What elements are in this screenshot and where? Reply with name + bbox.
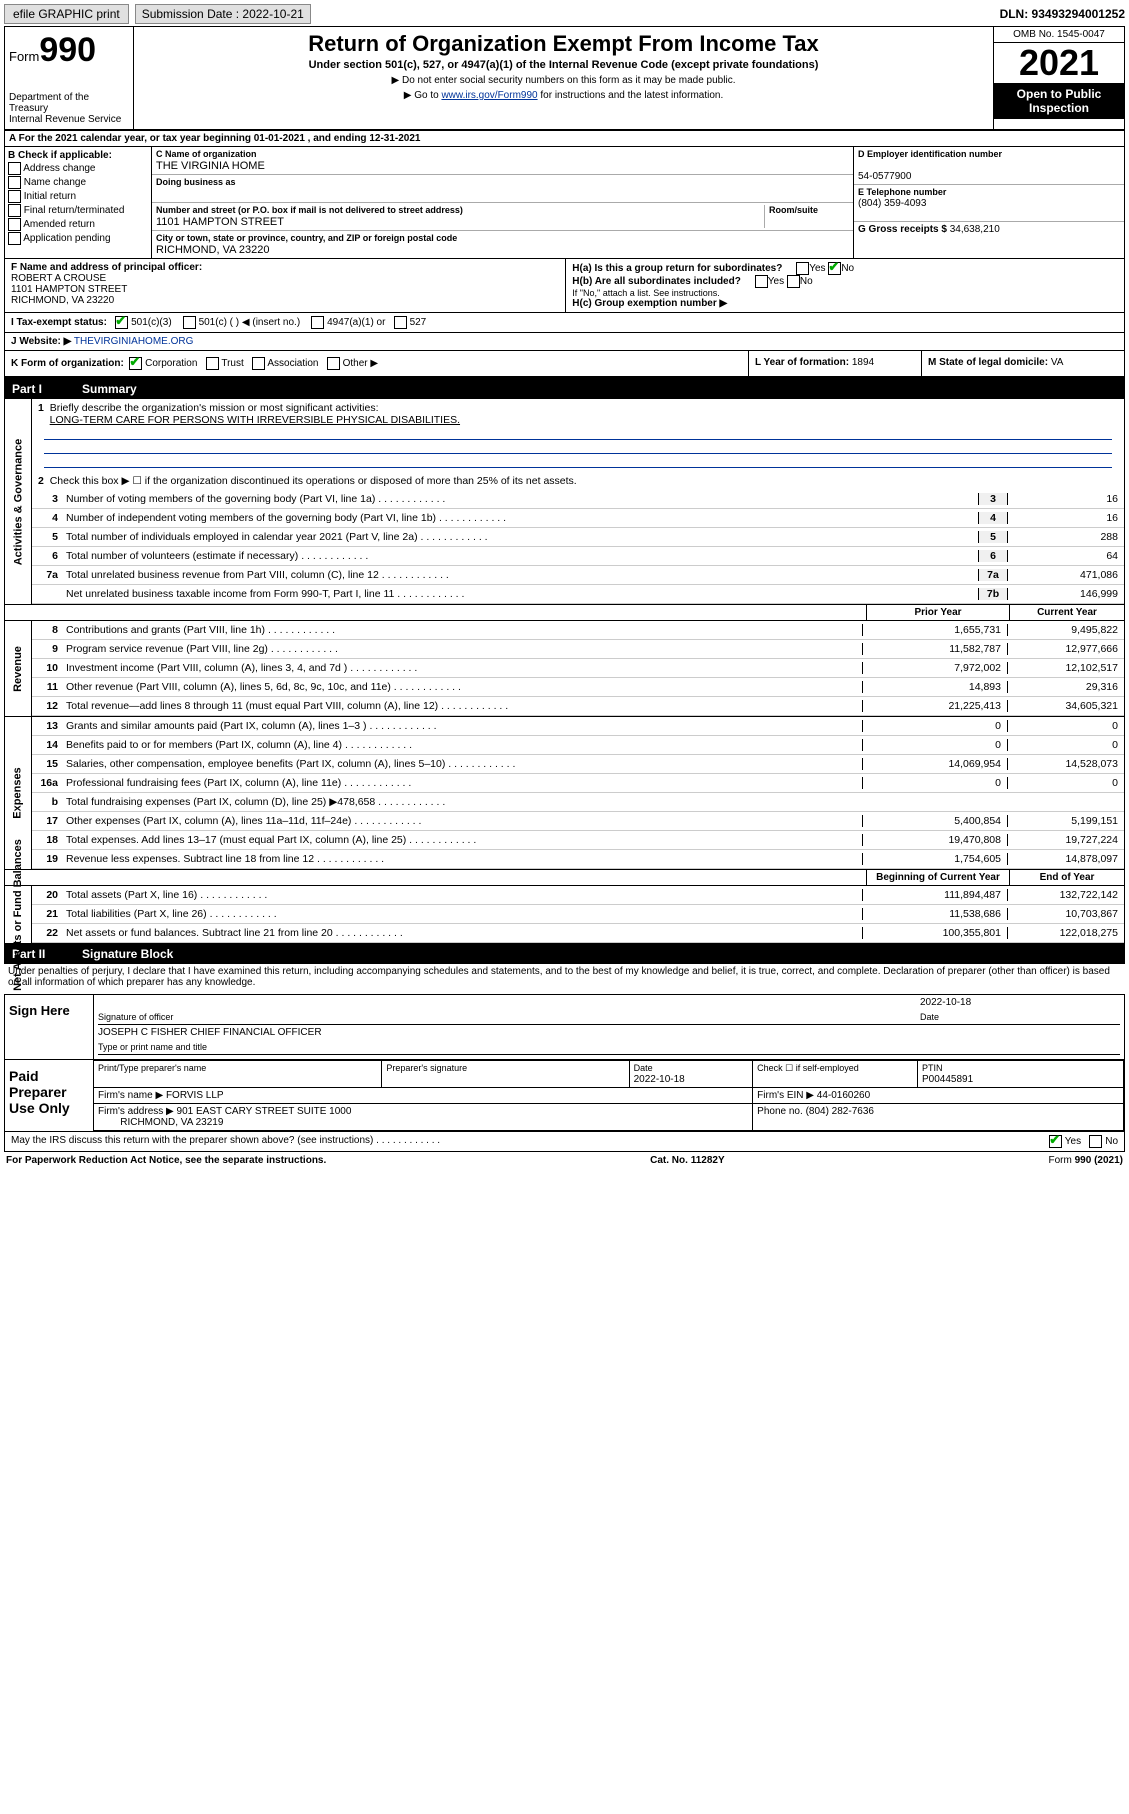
ptin: P00445891 <box>922 1074 973 1085</box>
summary-line: 7aTotal unrelated business revenue from … <box>32 566 1124 585</box>
city-state-zip: RICHMOND, VA 23220 <box>156 244 270 256</box>
501c3-check[interactable] <box>115 316 128 329</box>
hb-no[interactable] <box>787 275 800 288</box>
hb-yes[interactable] <box>755 275 768 288</box>
discuss-no[interactable] <box>1089 1135 1102 1148</box>
efile-button[interactable]: efile GRAPHIC print <box>4 4 129 24</box>
year-formation: L Year of formation: 1894 <box>748 351 921 376</box>
form-subtitle: Under section 501(c), 527, or 4947(a)(1)… <box>138 59 989 71</box>
irs-link[interactable]: www.irs.gov/Form990 <box>441 90 537 101</box>
firm-ein: 44-0160260 <box>817 1090 870 1101</box>
summary-line: 11Other revenue (Part VIII, column (A), … <box>32 678 1124 697</box>
col-begin-year: Beginning of Current Year <box>867 870 1010 885</box>
col-end-year: End of Year <box>1010 870 1124 885</box>
summary-line: Net unrelated business taxable income fr… <box>32 585 1124 604</box>
dln-text: DLN: 93493294001252 <box>1000 7 1125 21</box>
summary-line: 16aProfessional fundraising fees (Part I… <box>32 774 1124 793</box>
website-line: J Website: ▶ THEVIRGINIAHOME.ORG <box>5 333 1124 351</box>
sign-here-label: Sign Here <box>5 995 93 1059</box>
sig-date: 2022-10-18 <box>920 997 1120 1008</box>
mission-text: LONG-TERM CARE FOR PERSONS WITH IRREVERS… <box>50 414 460 426</box>
gross-receipts: 34,638,210 <box>950 224 1000 235</box>
telephone: (804) 359-4093 <box>858 198 926 209</box>
colb-option[interactable]: Address change <box>8 162 148 175</box>
part2-header: Part IISignature Block <box>4 944 1125 964</box>
ha-yes[interactable] <box>796 262 809 275</box>
summary-line: bTotal fundraising expenses (Part IX, co… <box>32 793 1124 812</box>
note-link: ▶ Go to www.irs.gov/Form990 for instruct… <box>138 90 989 101</box>
colb-option[interactable]: Name change <box>8 176 148 189</box>
ha-no[interactable] <box>828 262 841 275</box>
page-footer: For Paperwork Reduction Act Notice, see … <box>4 1152 1125 1169</box>
summary-line: 3Number of voting members of the governi… <box>32 490 1124 509</box>
discuss-line: May the IRS discuss this return with the… <box>5 1132 1124 1151</box>
signature-declaration: Under penalties of perjury, I declare th… <box>4 964 1125 990</box>
form-title: Return of Organization Exempt From Incom… <box>138 31 989 57</box>
summary-line: 15Salaries, other compensation, employee… <box>32 755 1124 774</box>
vert-label-gov: Activities & Governance <box>12 438 24 565</box>
note-ssn: ▶ Do not enter social security numbers o… <box>138 75 989 86</box>
firm-address: 901 EAST CARY STREET SUITE 1000 <box>177 1106 352 1117</box>
summary-line: 4Number of independent voting members of… <box>32 509 1124 528</box>
summary-line: 5Total number of individuals employed in… <box>32 528 1124 547</box>
form-number: Form990 <box>9 31 129 70</box>
part1-header: Part ISummary <box>4 379 1125 399</box>
summary-line: 19Revenue less expenses. Subtract line 1… <box>32 850 1124 869</box>
summary-line: 12Total revenue—add lines 8 through 11 (… <box>32 697 1124 716</box>
firm-name: FORVIS LLP <box>166 1090 224 1101</box>
group-return-section: H(a) Is this a group return for subordin… <box>566 259 1124 312</box>
summary-line: 10Investment income (Part VIII, column (… <box>32 659 1124 678</box>
colb-option[interactable]: Application pending <box>8 232 148 245</box>
vert-label-rev: Revenue <box>12 646 24 692</box>
paid-preparer-label: Paid Preparer Use Only <box>5 1060 93 1131</box>
tax-year: 2021 <box>994 43 1124 83</box>
street-address: 1101 HAMPTON STREET <box>156 216 284 228</box>
summary-line: 22Net assets or fund balances. Subtract … <box>32 924 1124 943</box>
summary-line: 18Total expenses. Add lines 13–17 (must … <box>32 831 1124 850</box>
tax-exempt-status: I Tax-exempt status: 501(c)(3) 501(c) ( … <box>5 313 1124 333</box>
open-to-public: Open to Public Inspection <box>994 83 1124 119</box>
colb-option[interactable]: Initial return <box>8 190 148 203</box>
officer-name: JOSEPH C FISHER CHIEF FINANCIAL OFFICER <box>98 1027 1120 1038</box>
top-bar: efile GRAPHIC print Submission Date : 20… <box>4 4 1125 24</box>
summary-line: 20Total assets (Part X, line 16)111,894,… <box>32 886 1124 905</box>
col-b-checkboxes: B Check if applicable: Address change Na… <box>5 147 152 258</box>
vert-label-exp: Expenses <box>12 767 24 818</box>
vert-label-net: Net Assets or Fund Balances <box>12 839 24 991</box>
col-current-year: Current Year <box>1010 605 1124 620</box>
col-prior-year: Prior Year <box>867 605 1010 620</box>
discuss-yes[interactable] <box>1049 1135 1062 1148</box>
org-name: THE VIRGINIA HOME <box>156 160 265 172</box>
summary-line: 6Total number of volunteers (estimate if… <box>32 547 1124 566</box>
line-a: A For the 2021 calendar year, or tax yea… <box>5 131 1124 147</box>
firm-phone: (804) 282-7636 <box>806 1106 874 1117</box>
summary-line: 9Program service revenue (Part VIII, lin… <box>32 640 1124 659</box>
state-domicile: M State of legal domicile: VA <box>921 351 1124 376</box>
principal-officer: F Name and address of principal officer:… <box>5 259 566 312</box>
summary-line: 21Total liabilities (Part X, line 26)11,… <box>32 905 1124 924</box>
colb-option[interactable]: Final return/terminated <box>8 204 148 217</box>
submission-date: Submission Date : 2022-10-21 <box>135 4 311 24</box>
summary-line: 8Contributions and grants (Part VIII, li… <box>32 621 1124 640</box>
summary-line: 13Grants and similar amounts paid (Part … <box>32 717 1124 736</box>
colb-option[interactable]: Amended return <box>8 218 148 231</box>
form-header: Form990 Department of the Treasury Inter… <box>4 26 1125 131</box>
summary-line: 14Benefits paid to or for members (Part … <box>32 736 1124 755</box>
summary-line: 17Other expenses (Part IX, column (A), l… <box>32 812 1124 831</box>
department-text: Department of the Treasury Internal Reve… <box>9 92 129 125</box>
ein: 54-0577900 <box>858 171 911 182</box>
omb-number: OMB No. 1545-0047 <box>994 27 1124 43</box>
form-of-org: K Form of organization: Corporation Trus… <box>5 351 748 376</box>
